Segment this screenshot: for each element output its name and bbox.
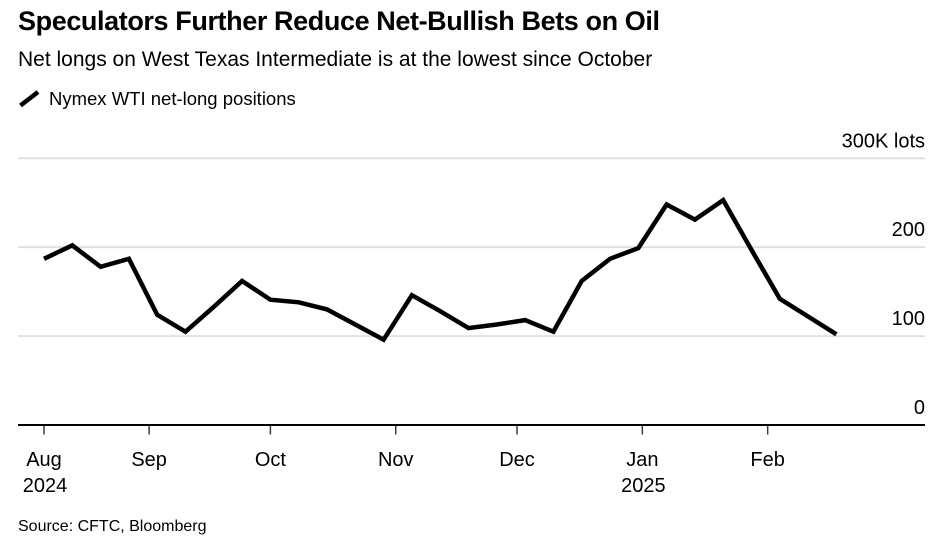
x-axis-label: Dec [499,449,535,471]
x-axis-label: Jan [626,449,658,471]
x-axis-label: Sep [131,449,167,471]
y-axis-label: 300K lots [842,130,925,152]
y-axis-label: 100 [892,308,925,330]
chart-title: Speculators Further Reduce Net-Bullish B… [18,6,660,36]
x-axis-label: Feb [750,449,784,471]
x-axis-label: Oct [255,449,287,471]
chart-subtitle: Net longs on West Texas Intermediate is … [18,48,653,71]
x-axis-label: Aug [26,449,62,471]
source-note: Source: CFTC, Bloomberg [18,518,207,535]
legend: Nymex WTI net-long positions [18,88,296,110]
x-axis-label: Nov [378,449,414,471]
year-label: 2025 [621,475,666,497]
data-line [43,196,838,343]
legend-label: Nymex WTI net-long positions [49,88,296,109]
line-slash-icon [19,90,40,108]
year-label: 2024 [23,475,68,497]
y-axis-label: 200 [892,219,925,241]
y-axis-label: 0 [914,397,925,419]
